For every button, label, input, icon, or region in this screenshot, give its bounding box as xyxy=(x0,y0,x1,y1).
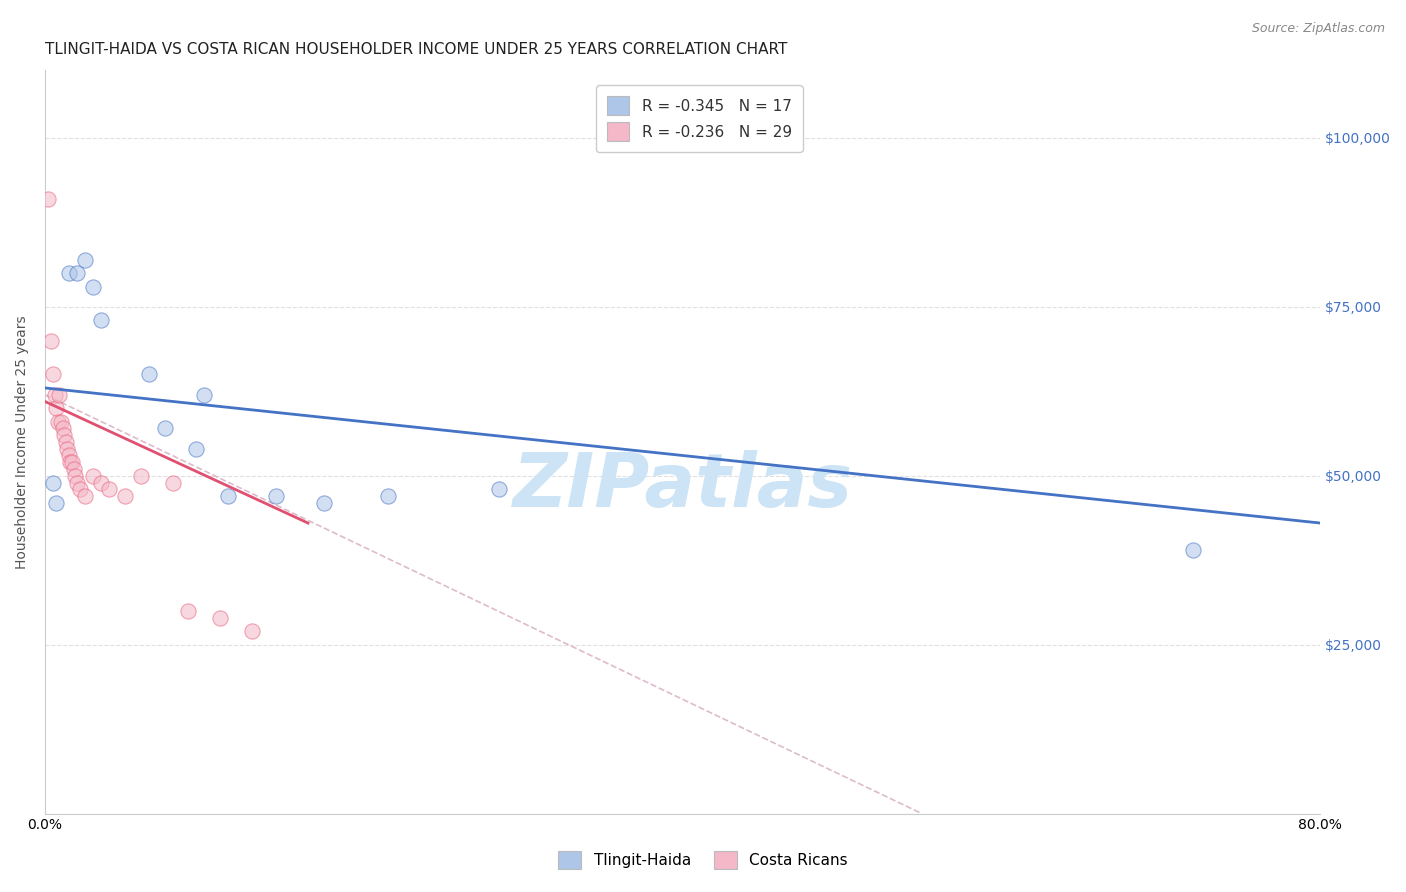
Legend: Tlingit-Haida, Costa Ricans: Tlingit-Haida, Costa Ricans xyxy=(553,845,853,875)
Point xyxy=(53,428,76,442)
Point xyxy=(41,334,63,348)
Y-axis label: Householder Income Under 25 years: Householder Income Under 25 years xyxy=(15,315,30,569)
Point xyxy=(90,313,112,327)
Point xyxy=(97,483,120,497)
Point xyxy=(82,468,104,483)
Point xyxy=(129,468,152,483)
Point xyxy=(1181,543,1204,558)
Text: ZIPatlas: ZIPatlas xyxy=(513,450,852,523)
Point xyxy=(48,387,70,401)
Point xyxy=(82,279,104,293)
Point xyxy=(49,415,72,429)
Point xyxy=(209,610,232,624)
Point xyxy=(46,415,69,429)
Point xyxy=(55,434,77,449)
Point xyxy=(264,489,287,503)
Point xyxy=(73,489,96,503)
Point xyxy=(240,624,263,639)
Point xyxy=(45,401,67,416)
Point xyxy=(56,442,79,456)
Point xyxy=(37,192,59,206)
Point xyxy=(193,387,215,401)
Point xyxy=(51,421,73,435)
Point xyxy=(62,462,84,476)
Point xyxy=(42,475,65,490)
Point xyxy=(153,421,176,435)
Point xyxy=(45,496,67,510)
Point xyxy=(66,266,89,280)
Point xyxy=(59,455,82,469)
Text: TLINGIT-HAIDA VS COSTA RICAN HOUSEHOLDER INCOME UNDER 25 YEARS CORRELATION CHART: TLINGIT-HAIDA VS COSTA RICAN HOUSEHOLDER… xyxy=(45,42,787,57)
Point xyxy=(312,496,335,510)
Point xyxy=(114,489,136,503)
Point xyxy=(58,449,80,463)
Point xyxy=(488,483,510,497)
Point xyxy=(69,483,91,497)
Point xyxy=(44,387,66,401)
Point xyxy=(42,368,65,382)
Point xyxy=(162,475,184,490)
Point xyxy=(66,475,89,490)
Legend: R = -0.345   N = 17, R = -0.236   N = 29: R = -0.345 N = 17, R = -0.236 N = 29 xyxy=(596,86,803,152)
Point xyxy=(138,368,160,382)
Point xyxy=(73,252,96,267)
Point xyxy=(377,489,399,503)
Point xyxy=(60,455,83,469)
Point xyxy=(90,475,112,490)
Point xyxy=(186,442,208,456)
Text: Source: ZipAtlas.com: Source: ZipAtlas.com xyxy=(1251,22,1385,36)
Point xyxy=(217,489,239,503)
Point xyxy=(177,604,200,618)
Point xyxy=(58,266,80,280)
Point xyxy=(65,468,87,483)
